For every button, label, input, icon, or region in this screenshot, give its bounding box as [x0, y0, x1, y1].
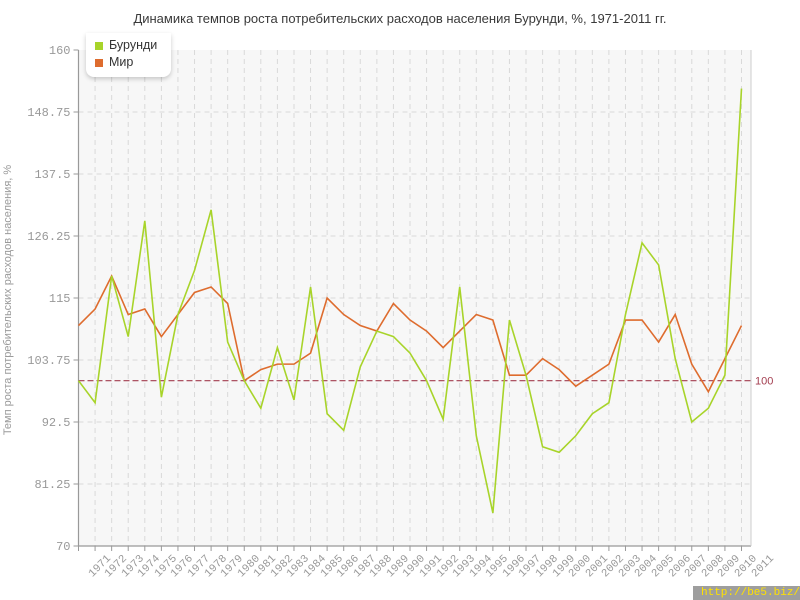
svg-text:115: 115	[49, 292, 71, 306]
svg-text:103.75: 103.75	[27, 354, 70, 368]
svg-text:81.25: 81.25	[34, 478, 70, 492]
svg-text:100: 100	[755, 376, 773, 388]
svg-text:148.75: 148.75	[27, 106, 70, 120]
svg-text:70: 70	[56, 540, 70, 554]
svg-text:126.25: 126.25	[27, 230, 70, 244]
svg-text:160: 160	[49, 44, 71, 58]
svg-text:137.5: 137.5	[34, 168, 70, 182]
svg-text:92.5: 92.5	[42, 416, 71, 430]
